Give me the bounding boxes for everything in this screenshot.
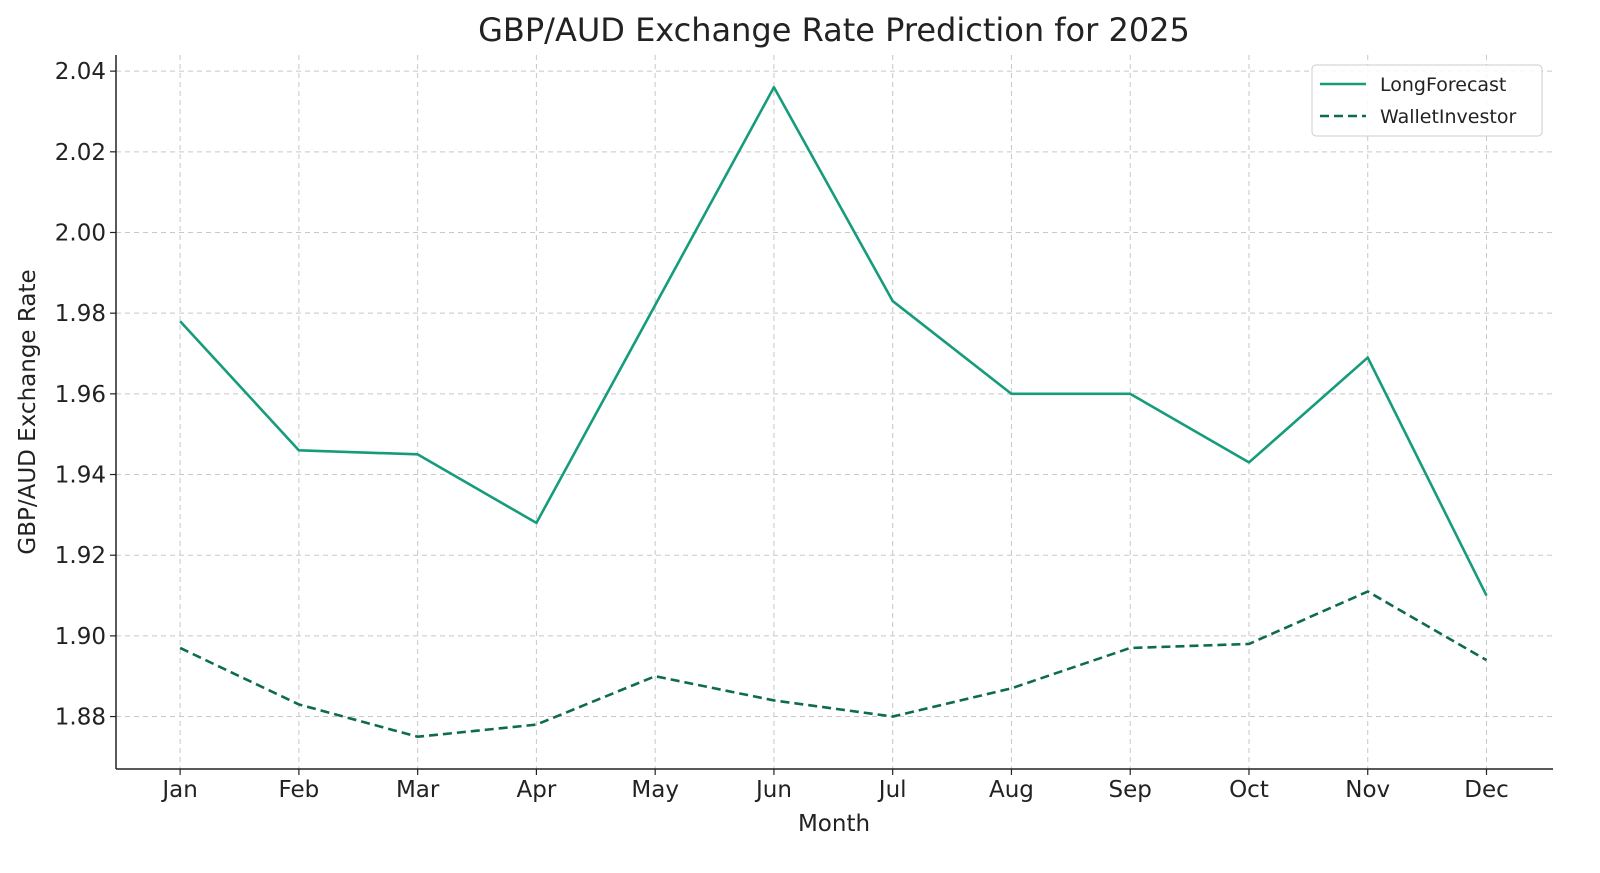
grid (116, 55, 1553, 769)
legend-box (1311, 64, 1543, 137)
x-tick-label: Jan (160, 777, 197, 803)
legend-label: WalletInvestor (1380, 106, 1516, 128)
y-tick-labels: 1.88 1.90 1.92 1.94 1.96 1.98 2.00 2.02 2.04 (55, 59, 106, 730)
series-line-longforecast (179, 85, 1488, 597)
x-tick-label: Nov (1345, 777, 1390, 803)
legend-label: LongForecast (1380, 74, 1506, 96)
series-line-walletinvestor (179, 590, 1488, 739)
x-tick-label: Apr (517, 777, 557, 803)
x-tick-label: Mar (396, 777, 440, 803)
y-tick-label: 1.92 (55, 543, 106, 569)
x-axis-label: Month (798, 811, 870, 837)
chart-title: GBP/AUD Exchange Rate Prediction for 202… (478, 11, 1190, 49)
y-tick-label: 1.90 (55, 624, 106, 650)
y-tick-label: 2.04 (55, 59, 106, 85)
x-tick-label: Feb (279, 777, 320, 803)
y-tick-label: 1.96 (55, 382, 106, 408)
x-tick-labels: Jan Feb Mar Apr May Jun Jul Aug Sep Oct Nov Dec (160, 777, 1508, 803)
x-tick-label: Jun (754, 777, 792, 803)
series-lines (179, 85, 1488, 739)
y-axis-label: GBP/AUD Exchange Rate (15, 269, 41, 554)
y-tick-label: 2.00 (55, 220, 106, 246)
x-tick-label: Sep (1109, 777, 1152, 803)
y-tick-label: 2.02 (55, 140, 106, 166)
axes (110, 55, 1553, 775)
y-tick-label: 1.98 (55, 301, 106, 327)
x-tick-label: Dec (1464, 777, 1509, 803)
x-tick-label: Jul (877, 777, 907, 803)
y-tick-label: 1.88 (55, 705, 106, 731)
x-tick-label: May (631, 777, 679, 803)
legend: LongForecast WalletInvestor (1311, 64, 1543, 137)
x-tick-label: Aug (989, 777, 1034, 803)
x-tick-label: Oct (1229, 777, 1269, 803)
y-tick-label: 1.94 (55, 463, 106, 489)
